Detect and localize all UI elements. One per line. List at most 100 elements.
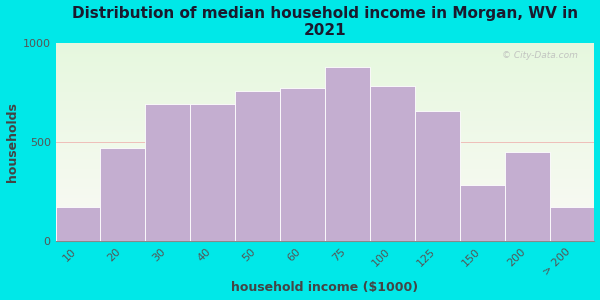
Bar xyxy=(56,170,595,171)
Bar xyxy=(56,237,595,238)
Bar xyxy=(56,145,595,146)
Bar xyxy=(56,105,595,106)
Bar xyxy=(56,78,595,79)
Bar xyxy=(56,115,595,116)
Bar xyxy=(56,192,595,193)
Bar xyxy=(56,117,595,118)
Bar xyxy=(56,222,595,223)
Bar xyxy=(56,213,595,214)
Bar xyxy=(56,232,595,233)
Bar xyxy=(56,116,595,117)
Bar xyxy=(56,80,595,81)
Bar xyxy=(56,135,595,136)
Bar xyxy=(56,225,595,226)
Bar xyxy=(56,218,595,219)
Bar xyxy=(56,164,595,165)
Bar xyxy=(56,92,595,93)
Bar xyxy=(56,137,595,138)
Bar xyxy=(56,91,595,92)
Bar xyxy=(460,185,505,242)
Bar xyxy=(56,151,595,152)
Bar xyxy=(56,162,595,163)
Bar xyxy=(56,239,595,240)
Bar xyxy=(56,216,595,217)
Bar xyxy=(56,121,595,122)
Bar xyxy=(56,233,595,235)
Bar xyxy=(56,48,595,49)
Bar xyxy=(56,198,595,199)
Bar xyxy=(56,67,595,68)
Bar xyxy=(505,152,550,242)
Bar xyxy=(56,181,595,182)
Bar xyxy=(56,44,595,45)
Bar xyxy=(56,173,595,174)
Bar xyxy=(56,68,595,69)
Bar xyxy=(56,195,595,196)
Bar xyxy=(56,207,100,242)
Bar xyxy=(56,172,595,173)
Bar xyxy=(56,73,595,74)
Bar xyxy=(56,229,595,230)
Bar xyxy=(56,178,595,179)
Bar xyxy=(56,94,595,95)
Bar xyxy=(56,199,595,200)
Bar xyxy=(56,97,595,98)
Bar xyxy=(56,63,595,64)
Bar xyxy=(56,140,595,141)
Bar xyxy=(550,207,595,242)
Bar xyxy=(56,197,595,198)
Bar xyxy=(325,67,370,242)
Bar xyxy=(56,235,595,236)
Bar xyxy=(56,189,595,190)
Bar xyxy=(56,184,595,185)
Bar xyxy=(56,51,595,52)
Y-axis label: households: households xyxy=(5,102,19,182)
Bar xyxy=(56,79,595,80)
Bar xyxy=(56,136,595,137)
Bar xyxy=(56,152,595,153)
Bar xyxy=(56,57,595,58)
Bar xyxy=(56,98,595,99)
Bar xyxy=(56,150,595,151)
Bar xyxy=(145,104,190,242)
Bar xyxy=(56,76,595,77)
Bar xyxy=(56,163,595,164)
Bar xyxy=(56,70,595,71)
Bar xyxy=(56,158,595,159)
Bar xyxy=(56,55,595,56)
Bar xyxy=(56,95,595,96)
Bar xyxy=(56,190,595,191)
Bar xyxy=(56,58,595,59)
Text: © City-Data.com: © City-Data.com xyxy=(502,51,578,60)
Bar xyxy=(56,214,595,216)
Bar xyxy=(56,118,595,120)
Bar xyxy=(56,154,595,155)
Bar xyxy=(56,165,595,166)
Bar xyxy=(56,240,595,242)
Bar xyxy=(56,109,595,110)
Bar xyxy=(56,128,595,130)
Bar xyxy=(56,188,595,189)
Title: Distribution of median household income in Morgan, WV in
2021: Distribution of median household income … xyxy=(72,6,578,38)
Bar xyxy=(56,102,595,103)
Bar xyxy=(56,71,595,72)
Bar xyxy=(56,204,595,205)
Bar xyxy=(56,114,595,115)
Bar xyxy=(370,86,415,242)
Bar xyxy=(56,205,595,206)
Bar xyxy=(56,226,595,227)
Bar xyxy=(56,148,595,149)
Bar xyxy=(56,238,595,239)
Bar xyxy=(56,54,595,55)
Bar xyxy=(56,144,595,145)
Bar xyxy=(56,96,595,97)
Bar xyxy=(56,203,595,204)
Bar xyxy=(56,66,595,67)
Bar xyxy=(56,155,595,156)
Bar xyxy=(56,207,595,208)
Bar xyxy=(190,104,235,242)
Bar xyxy=(56,142,595,143)
Bar xyxy=(56,132,595,134)
Bar xyxy=(56,220,595,222)
Bar xyxy=(56,166,595,167)
